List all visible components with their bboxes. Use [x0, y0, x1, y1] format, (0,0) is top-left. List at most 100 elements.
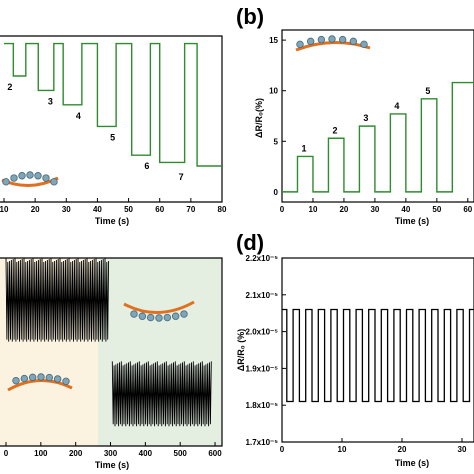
panel-b-trace: [282, 81, 474, 193]
x-tick-label: 100: [34, 449, 48, 458]
bead-icon: [317, 35, 326, 44]
step-label: 3: [363, 113, 368, 123]
panel-d-y-label: ΔR/R₀ (%): [236, 329, 246, 372]
bead-icon: [130, 310, 138, 318]
bead-icon: [28, 373, 37, 382]
arc-icon: [7, 378, 73, 392]
panel-b-frame: [281, 29, 474, 203]
bead-icon: [146, 313, 155, 322]
oscillation-segment: [5, 257, 110, 342]
panel-a-inset: [1, 171, 59, 187]
panel-c-x-label: Time (s): [95, 460, 129, 470]
panel-a-x-label: Time (s): [95, 216, 129, 226]
bead-icon: [50, 178, 58, 186]
step-label: 2: [7, 82, 12, 92]
x-tick-label: 20: [398, 445, 407, 454]
bead-icon: [26, 171, 34, 179]
panel-b: (b) 0 10 20 30 40 50 60 0 5 10 15 1 2 3 4 5 Time (s) Δ…: [236, 4, 474, 226]
x-tick-label: 60: [155, 205, 164, 214]
bead-icon: [338, 35, 347, 44]
oscillation-segment: [111, 361, 212, 427]
x-tick-label: 0: [4, 449, 9, 458]
step-label: 5: [425, 86, 430, 96]
x-tick-label: 10: [0, 205, 9, 214]
x-tick-label: 10: [338, 445, 347, 454]
bead-icon: [328, 35, 336, 43]
step-label: 4: [394, 101, 399, 111]
step-label: 1: [301, 143, 306, 153]
x-tick-label: 600: [208, 449, 222, 458]
bead-row-icon: [12, 373, 70, 386]
y-tick-label: 1.8x10⁻⁵: [246, 401, 279, 410]
panel-d-label: (d): [236, 230, 264, 255]
bead-icon: [34, 172, 42, 180]
step-label: 4: [76, 111, 81, 121]
panel-a-frame: [0, 35, 223, 203]
x-tick-label: 400: [139, 449, 153, 458]
x-tick-label: 20: [31, 205, 40, 214]
bead-icon: [18, 172, 26, 180]
bead-icon: [171, 312, 180, 320]
bead-icon: [306, 37, 315, 46]
x-tick-label: 30: [458, 445, 467, 454]
bead-row-icon: [2, 171, 58, 186]
step-label: 7: [179, 172, 184, 182]
panel-d-x-label: Time (s): [395, 458, 429, 468]
bead-icon: [349, 37, 358, 46]
panel-a-step-labels: 2 3 4 5 6 7: [7, 82, 183, 182]
y-tick-label: 1.9x10⁻⁵: [246, 364, 279, 373]
panel-b-ticks: 0 10 20 30 40 50 60 0 5 10 15: [269, 36, 473, 214]
panel-b-x-label: Time (s): [395, 216, 429, 226]
x-tick-label: 0: [280, 445, 285, 454]
bead-icon: [2, 178, 10, 186]
x-tick-label: 30: [370, 205, 379, 214]
x-tick-label: 50: [124, 205, 133, 214]
x-tick-label: 60: [463, 205, 472, 214]
x-tick-label: 200: [69, 449, 83, 458]
x-tick-label: 500: [174, 449, 188, 458]
bead-icon: [62, 377, 70, 386]
arc-icon: [123, 300, 195, 314]
panel-b-y-label: ΔR/R₀(%): [254, 98, 264, 138]
x-tick-label: 40: [93, 205, 102, 214]
panel-c-inset-lower: [7, 373, 73, 392]
y-tick-label: 2.0x10⁻⁵: [246, 328, 279, 337]
panel-a-trace: [4, 42, 222, 167]
y-tick-label: 15: [269, 36, 278, 45]
x-tick-label: 10: [309, 205, 318, 214]
step-label: 3: [48, 96, 53, 106]
y-tick-label: 2.2x10⁻⁵: [246, 254, 279, 263]
bead-icon: [53, 375, 62, 383]
panel-b-inset: [295, 35, 371, 52]
panel-d-trace: [282, 308, 474, 403]
bead-icon: [37, 373, 45, 381]
bead-row-icon: [130, 310, 188, 322]
bead-icon: [360, 40, 368, 49]
bead-icon: [20, 374, 29, 383]
x-tick-label: 20: [339, 205, 348, 214]
panel-d-frame: [281, 257, 474, 443]
panel-c-x-ticks: 0 100 200 300 400 500 600: [4, 442, 222, 458]
panel-b-step-labels: 1 2 3 4 5: [301, 86, 430, 154]
x-tick-label: 80: [218, 205, 227, 214]
bead-icon: [180, 310, 188, 318]
bead-icon: [45, 373, 54, 382]
y-tick-label: 0: [274, 188, 279, 197]
bead-icon: [155, 314, 163, 322]
x-tick-label: 0: [280, 205, 285, 214]
arc-icon: [1, 176, 59, 187]
x-tick-label: 50: [432, 205, 441, 214]
panel-b-label: (b): [236, 4, 264, 29]
x-tick-label: 70: [186, 205, 195, 214]
bead-icon: [10, 174, 18, 182]
y-tick-label: 10: [269, 87, 278, 96]
panel-a: 10 20 30 40 50 60 70 80 2 3 4 5 6 7 Time (s): [0, 35, 227, 226]
panel-d: (d) 0 10 20 30 1.7x10⁻⁵ 1.8x10⁻⁵ 1.9x10⁻⁵ 2.0x1…: [236, 230, 474, 468]
x-tick-label: 300: [104, 449, 118, 458]
x-tick-label: 40: [401, 205, 410, 214]
bead-row-icon: [296, 35, 368, 49]
panel-d-ticks: 0 10 20 30 1.7x10⁻⁵ 1.8x10⁻⁵ 1.9x10⁻⁵ 2.0x10⁻⁵ 2…: [246, 254, 467, 454]
step-label: 2: [332, 125, 337, 135]
bead-icon: [163, 313, 172, 322]
